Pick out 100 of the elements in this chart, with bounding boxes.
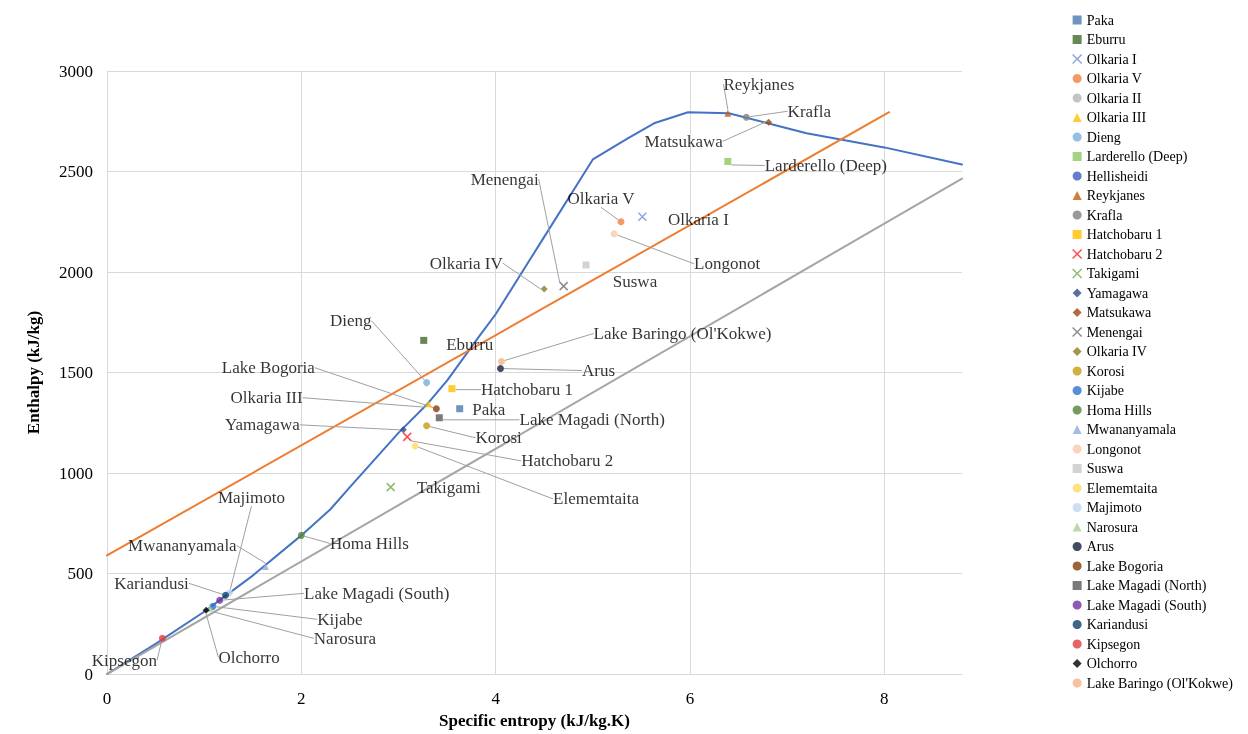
x-tick-label: 6 [685,689,695,709]
legend-label: Olkaria IV [1086,344,1147,359]
point [216,596,224,604]
point [637,212,648,222]
point [423,379,431,387]
point [742,113,750,121]
y-tick-label: 2500 [59,162,93,182]
legend-label: Kijabe [1086,383,1124,398]
point [497,365,504,373]
y-tick-label: 500 [67,564,93,584]
legend-label: Takigami [1086,266,1140,281]
text: Korosi [475,428,522,448]
point [399,426,407,434]
legend-label: Olkaria III [1086,110,1147,125]
legend-label: Yamagawa [1086,285,1149,301]
legend-label: Majimoto [1086,500,1142,515]
point [582,261,590,269]
x-tick-label: 4 [491,689,501,709]
legend-label: Elememtaita [1086,480,1159,496]
point [402,432,412,442]
legend-label: Lake Baringo (Ol'Kokwe) [1086,675,1234,692]
point [261,563,269,571]
legend-label: Paka [1086,12,1115,28]
text: Reykjanes [723,74,795,94]
text: Menengai [470,169,539,189]
text: Dieng [329,311,372,331]
y-tick-label: 3000 [59,61,93,81]
text: Paka [472,400,506,420]
text: Suswa [612,272,658,292]
text: Hatchobaru 2 [521,451,614,471]
x-tick-label: 2 [297,689,306,709]
y-tick-label: 1000 [59,463,93,483]
point [540,285,548,293]
legend-label: Narosura [1086,519,1139,535]
text: Kijabe [317,609,363,629]
legend-label: Kipsegon [1086,636,1141,652]
x-tick-label: 8 [880,689,889,709]
x-axis-title: Specific entropy (kJ/kg.K) [439,711,630,730]
legend-label: Kariandusi [1086,617,1149,632]
y-tick-label: 0 [84,664,93,684]
text: Olkaria III [230,388,303,408]
legend-label: Dieng [1086,129,1121,145]
text: Olkaria V [567,189,635,209]
point [202,606,210,614]
legend-label: Olkaria II [1086,90,1142,106]
legend-label: Lake Magadi (South) [1086,597,1207,614]
point [158,634,166,642]
legend-label: Hatchobaru 2 [1086,246,1163,262]
legend-label: Longonot [1086,441,1142,457]
legend-label: Hellisheidi [1086,168,1149,184]
legend-label: Homa Hills [1086,402,1152,418]
text: Longonot [694,254,761,274]
x-tick-label: 0 [102,689,112,709]
point [497,357,505,365]
text: Elememtaita [553,489,639,509]
text: Yamagawa [224,415,300,435]
y-axis-title: Enthalpy (kJ/kg) [24,310,43,435]
text: Lake Magadi (South) [304,583,450,603]
text: Lake Bogoria [221,358,315,378]
text: Matsukawa [644,131,723,151]
text: Olkaria IV [429,253,503,273]
legend-label: Lake Magadi (North) [1086,578,1207,594]
y-tick-label: 1500 [59,363,93,383]
legend-label: Matsukawa [1086,305,1152,320]
legend-label: Mwananyamala [1086,422,1177,437]
point [456,405,464,413]
point [724,109,732,117]
y-tick-label: 2000 [59,262,93,282]
legend-label: Menengai [1086,324,1143,340]
legend-label: Lake Bogoria [1086,558,1164,574]
point [420,336,428,344]
point [435,414,443,422]
text: Olchorro [218,647,280,667]
legend-label: Arus [1086,539,1114,554]
legend-label: Suswa [1086,461,1124,476]
point [385,482,396,492]
point [432,405,440,413]
legend-label: Larderello (Deep) [1086,149,1188,165]
point [617,218,625,226]
legend-label: Olkaria V [1086,71,1142,86]
text: Mwananyamala [128,536,237,556]
text: Krafla [1086,207,1123,223]
point [724,157,732,165]
legend-label: Olkaria I [1086,51,1138,67]
point [297,531,305,539]
point [558,281,569,291]
point [610,230,618,238]
text: Homa Hills [329,533,409,553]
legend-label: Olchorro [1086,656,1138,671]
point [423,422,431,430]
text: Lake Magadi (North) [519,410,665,430]
legend-label: Krafla [787,101,832,121]
legend-label: Hatchobaru 1 [1086,227,1163,242]
text: Arus [581,361,616,381]
legend-label: Eburru [1086,32,1126,47]
point [448,385,456,393]
legend-label: Korosi [1086,363,1125,379]
point [765,118,773,126]
point [425,400,433,408]
text: Lake Baringo (Ol'Kokwe) [593,323,772,343]
